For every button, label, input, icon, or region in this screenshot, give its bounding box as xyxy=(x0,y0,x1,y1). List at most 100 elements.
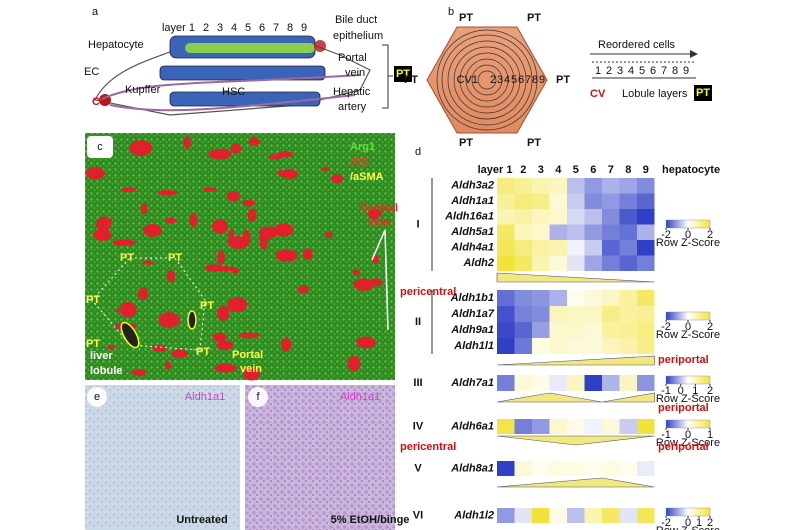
heatmap-cell xyxy=(514,306,532,322)
heatmap-cell xyxy=(602,338,620,354)
portal-label: Portal xyxy=(232,349,263,361)
gene-label: Aldh6a1 xyxy=(450,420,494,432)
heatmap-cell xyxy=(584,255,602,271)
scale-tick-label: -2 xyxy=(661,321,671,333)
heatmap-cell xyxy=(514,255,532,271)
panel-a xyxy=(94,35,393,116)
heatmap-cell xyxy=(637,375,655,391)
heatmap-cell xyxy=(567,375,585,391)
gene-label: Aldh5a1 xyxy=(450,226,494,238)
scale-tick-label: 0 xyxy=(685,321,691,333)
heatmap-cell xyxy=(532,508,550,523)
layer-number: 7 xyxy=(661,65,667,77)
gs-stain xyxy=(96,216,111,233)
central-label: vein xyxy=(368,216,390,228)
lobule-label: lobule xyxy=(90,365,122,377)
heatmap-cell xyxy=(602,322,620,338)
layer-label: layer 1 xyxy=(162,22,195,34)
heatmap-cell xyxy=(637,255,655,271)
gene-label: Aldh8a1 xyxy=(450,462,494,474)
layer-number: 8 xyxy=(672,65,678,77)
heatmap-cell xyxy=(567,419,585,434)
heatmap-cell xyxy=(637,290,655,306)
condition-label: Untreated xyxy=(176,514,227,526)
heatmap-cell xyxy=(637,240,655,256)
scale-tick-label: -1 xyxy=(661,429,671,441)
heatmap-cell xyxy=(514,193,532,209)
heatmap-cell xyxy=(584,375,602,391)
zonation-shape xyxy=(496,392,655,403)
group-label: III xyxy=(413,377,422,389)
zonation-label: periportal xyxy=(658,402,709,414)
heatmap-cell xyxy=(567,193,585,209)
gs-stain xyxy=(202,187,216,192)
pt-label: PT xyxy=(200,300,214,312)
gs-stain xyxy=(242,199,256,207)
gene-label: Aldh16a1 xyxy=(444,211,494,223)
layer-number: 9 xyxy=(683,65,689,77)
heatmap-cell xyxy=(532,338,550,354)
heatmap-cell xyxy=(549,461,567,476)
gs-stain xyxy=(166,270,176,283)
heatmap-cell xyxy=(602,240,620,256)
panel-letter: b xyxy=(448,6,454,18)
lobule-label: liver xyxy=(90,350,113,362)
heatmap-cell xyxy=(532,322,550,338)
layer-number: 3 xyxy=(617,65,623,77)
cell-label: Hepatic xyxy=(333,86,371,98)
group-label: V xyxy=(414,462,422,474)
heatmap-cell xyxy=(497,209,515,225)
gs-stain xyxy=(297,285,309,294)
ring-label: 6 xyxy=(518,74,524,86)
stain-label: /aSMA xyxy=(350,171,384,183)
gs-stain xyxy=(134,142,143,148)
layer-label: 7 xyxy=(273,22,279,34)
layer-number: 5 xyxy=(639,65,645,77)
gene-label: Aldh9a1 xyxy=(450,324,494,336)
cell-label: Kupffer xyxy=(125,84,161,96)
gs-stain xyxy=(275,249,298,262)
layer-label: 6 xyxy=(590,164,596,176)
heatmap-cell xyxy=(549,419,567,434)
gs-stain xyxy=(183,136,191,150)
heatmap-cell xyxy=(567,209,585,225)
heatmap-cell xyxy=(514,209,532,225)
heatmap-cell xyxy=(567,461,585,476)
heatmap-cell xyxy=(584,193,602,209)
heatmap-cell xyxy=(637,209,655,225)
gs-stain xyxy=(216,340,234,351)
layer-label: 2 xyxy=(203,22,209,34)
gs-stain xyxy=(325,231,333,239)
scale-tick-label: 1 xyxy=(707,429,713,441)
heatmap-cell xyxy=(514,322,532,338)
heatmap-cell xyxy=(619,508,637,523)
color-scale xyxy=(665,311,711,321)
scale-tick-label: 2 xyxy=(707,517,713,529)
pt-label: PT xyxy=(527,137,541,149)
heatmap-cell xyxy=(497,419,515,434)
gs-stain xyxy=(208,148,232,160)
heatmap-cell xyxy=(584,290,602,306)
cell-label: vein xyxy=(345,67,365,79)
gene-label: Aldh7a1 xyxy=(450,377,494,389)
heatmap-cell xyxy=(532,375,550,391)
gs-stain xyxy=(242,366,261,381)
gs-stain xyxy=(189,212,198,228)
heatmap-cell xyxy=(567,240,585,256)
central-label: Central xyxy=(360,202,398,214)
hepatocyte-label: hepatocyte xyxy=(662,164,720,176)
panel-letter: f xyxy=(256,391,260,403)
gs-stain xyxy=(93,229,112,241)
scale-tick-label: 2 xyxy=(707,321,713,333)
scale-title: Row Z-Score xyxy=(656,237,720,249)
gs-stain xyxy=(158,312,180,328)
gs-stain xyxy=(238,332,260,339)
heatmap-cell xyxy=(619,338,637,354)
gs-stain xyxy=(259,233,268,250)
ring-label: 8 xyxy=(532,74,538,86)
ring-label: 7 xyxy=(525,74,531,86)
pt-label: PT xyxy=(196,346,210,358)
heatmap-cell xyxy=(532,306,550,322)
gs-stain xyxy=(140,203,148,215)
scale-tick-label: 0 xyxy=(678,385,684,397)
